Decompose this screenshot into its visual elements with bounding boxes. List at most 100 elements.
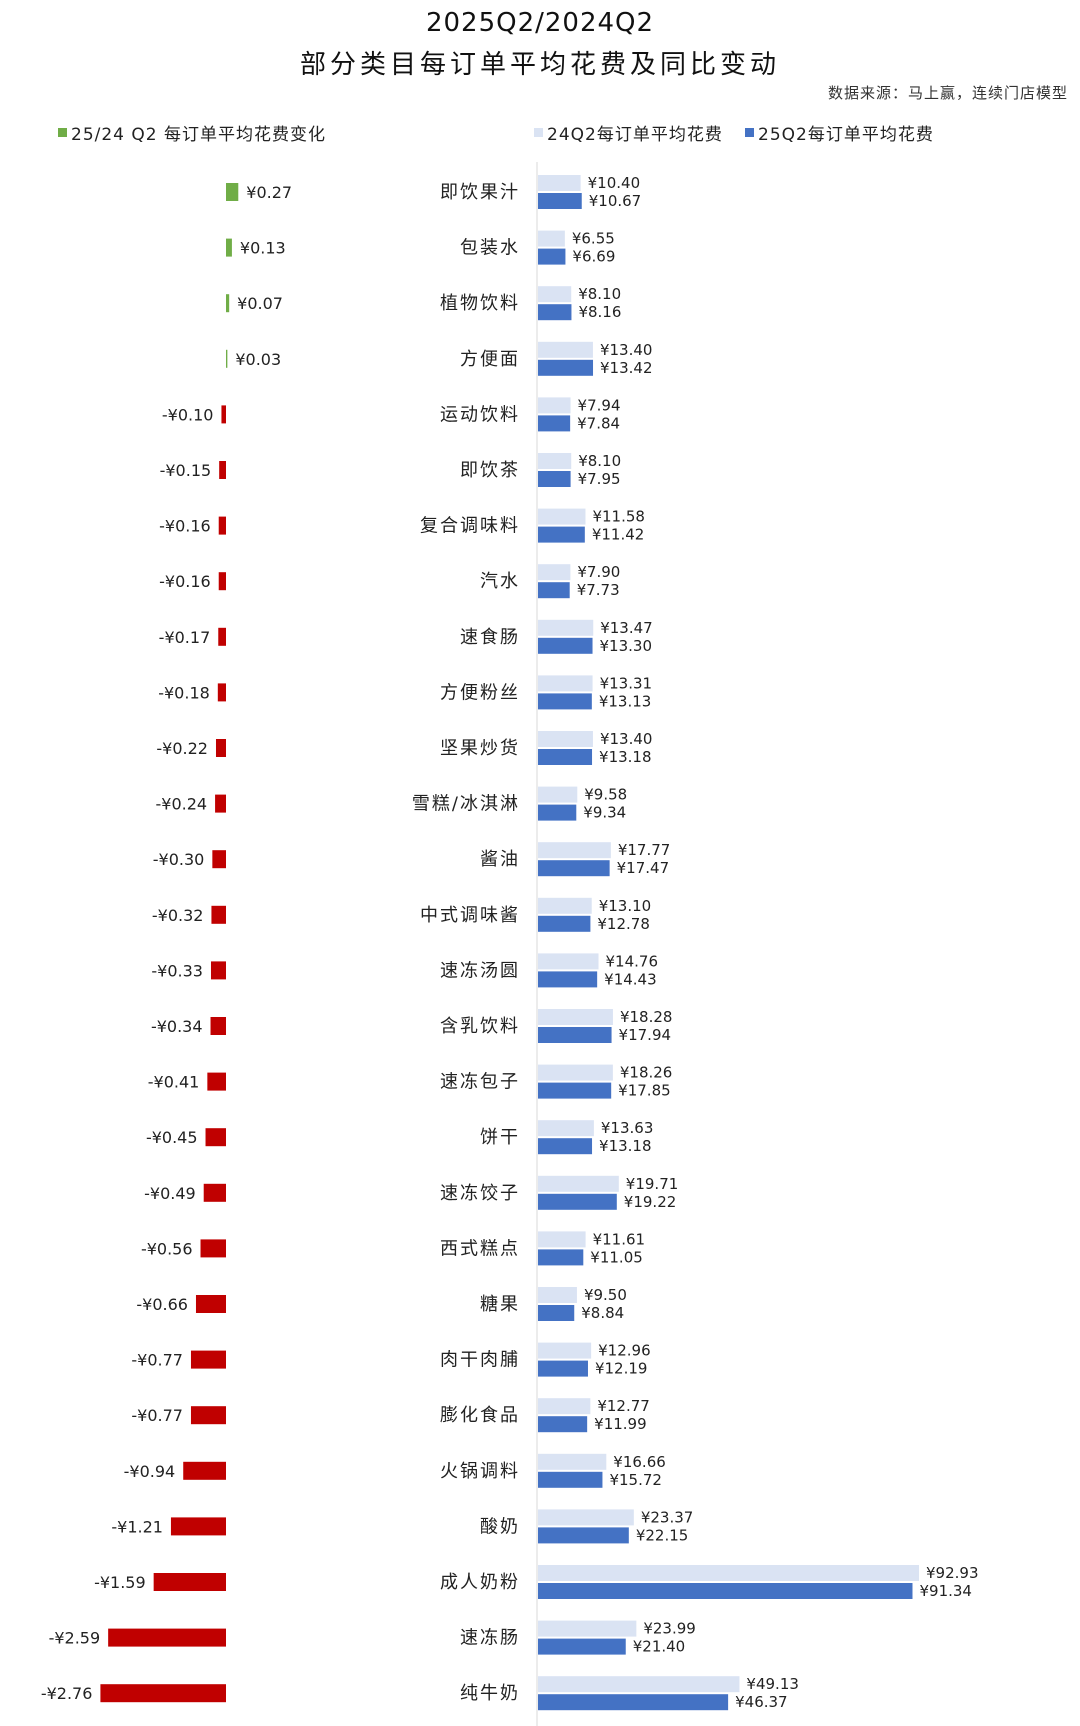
category-label: 火锅调料 bbox=[440, 1461, 520, 1482]
category-label: 膨化食品 bbox=[440, 1405, 520, 1426]
prev-spend-label: ¥13.31 bbox=[600, 674, 653, 692]
prev-spend-bar bbox=[538, 1509, 634, 1526]
curr-spend-bar bbox=[538, 1638, 626, 1655]
change-bar bbox=[226, 349, 228, 368]
change-bar bbox=[108, 1628, 226, 1647]
data-source-note: 数据来源：马上赢，连续门店模型 bbox=[827, 84, 1068, 102]
curr-spend-label: ¥7.84 bbox=[577, 414, 620, 432]
category-label: 坚果炒货 bbox=[440, 738, 520, 759]
prev-spend-bar bbox=[538, 564, 571, 581]
curr-spend-bar bbox=[538, 193, 582, 209]
change-bar bbox=[217, 683, 226, 702]
prev-spend-label: ¥13.63 bbox=[601, 1119, 654, 1137]
prev-spend-bar bbox=[538, 675, 593, 692]
curr-spend-bar bbox=[538, 526, 585, 543]
curr-spend-label: ¥10.67 bbox=[589, 192, 642, 210]
curr-spend-label: ¥6.69 bbox=[572, 248, 615, 266]
curr-spend-bar bbox=[538, 693, 592, 710]
prev-spend-bar bbox=[538, 286, 572, 303]
prev-spend-label: ¥7.94 bbox=[578, 396, 621, 414]
prev-spend-label: ¥23.99 bbox=[643, 1620, 696, 1638]
curr-spend-bar bbox=[538, 749, 593, 765]
prev-spend-label: ¥16.66 bbox=[613, 1453, 666, 1471]
prev-spend-bar bbox=[538, 1064, 613, 1081]
curr-spend-label: ¥12.78 bbox=[597, 915, 650, 933]
legend-label-change: 25/24 Q2 每订单平均花费变化 bbox=[71, 125, 326, 145]
prev-spend-bar bbox=[538, 1342, 592, 1359]
curr-spend-label: ¥13.18 bbox=[599, 748, 652, 766]
change-bar bbox=[183, 1461, 226, 1480]
category-label: 速冻汤圆 bbox=[440, 960, 520, 981]
category-label: 含乳饮料 bbox=[440, 1016, 520, 1037]
change-data-label: -¥0.10 bbox=[162, 405, 214, 424]
prev-spend-bar bbox=[538, 508, 586, 525]
category-label: 酱油 bbox=[480, 849, 520, 870]
prev-spend-bar bbox=[538, 1287, 577, 1303]
prev-spend-label: ¥92.93 bbox=[926, 1564, 979, 1582]
curr-spend-label: ¥22.15 bbox=[636, 1526, 689, 1544]
curr-spend-bar bbox=[538, 1027, 612, 1043]
curr-spend-label: ¥17.85 bbox=[618, 1082, 671, 1100]
category-label: 酸奶 bbox=[480, 1516, 520, 1537]
change-bar bbox=[221, 405, 226, 424]
curr-spend-bar bbox=[538, 1193, 617, 1210]
change-data-label: -¥0.41 bbox=[148, 1073, 200, 1092]
change-data-label: -¥0.22 bbox=[156, 739, 208, 758]
change-bar bbox=[195, 1295, 226, 1313]
curr-spend-label: ¥11.42 bbox=[592, 526, 645, 544]
curr-spend-label: ¥14.43 bbox=[604, 970, 657, 988]
category-label: 速冻肠 bbox=[460, 1628, 520, 1649]
change-data-label: -¥0.34 bbox=[151, 1017, 203, 1036]
change-bar bbox=[215, 794, 226, 813]
curr-spend-bar bbox=[538, 1249, 584, 1266]
prev-spend-label: ¥17.77 bbox=[618, 841, 671, 859]
prev-spend-label: ¥12.77 bbox=[597, 1397, 650, 1415]
change-bar bbox=[219, 461, 226, 479]
prev-spend-bar bbox=[538, 1565, 920, 1581]
category-label: 中式调味酱 bbox=[420, 905, 520, 926]
change-data-label: -¥0.16 bbox=[159, 572, 211, 591]
prev-spend-label: ¥13.40 bbox=[600, 341, 653, 359]
legend-item-change: 25/24 Q2 每订单平均花费变化 bbox=[58, 120, 326, 145]
curr-spend-bar bbox=[538, 359, 594, 376]
curr-spend-label: ¥46.37 bbox=[735, 1693, 788, 1711]
change-bar bbox=[210, 961, 226, 980]
curr-spend-bar bbox=[538, 1138, 593, 1155]
change-bar bbox=[211, 905, 226, 924]
change-data-label: -¥0.24 bbox=[156, 795, 208, 814]
change-data-label: ¥0.27 bbox=[246, 183, 292, 202]
change-data-label: -¥0.30 bbox=[153, 850, 205, 869]
curr-spend-label: ¥91.34 bbox=[919, 1582, 972, 1600]
prev-spend-label: ¥18.28 bbox=[620, 1008, 673, 1026]
legend-swatch-curr bbox=[745, 128, 754, 137]
curr-spend-label: ¥21.40 bbox=[633, 1638, 686, 1656]
curr-spend-bar bbox=[538, 415, 571, 432]
change-data-label: ¥0.07 bbox=[237, 294, 283, 313]
curr-spend-bar bbox=[538, 1305, 575, 1321]
change-bar bbox=[205, 1128, 226, 1147]
curr-spend-label: ¥8.16 bbox=[578, 303, 621, 321]
curr-spend-label: ¥9.34 bbox=[583, 804, 626, 822]
curr-spend-label: ¥13.30 bbox=[600, 637, 653, 655]
prev-spend-bar bbox=[538, 953, 599, 970]
category-label: 饼干 bbox=[480, 1127, 520, 1148]
change-data-label: -¥0.56 bbox=[141, 1239, 193, 1258]
prev-spend-bar bbox=[538, 1009, 613, 1025]
chart-title-line1: 2025Q2/2024Q2 bbox=[425, 8, 655, 38]
change-bar bbox=[215, 739, 226, 757]
legend-item-prev: 24Q2每订单平均花费 bbox=[534, 120, 723, 145]
prev-spend-label: ¥8.10 bbox=[578, 285, 621, 303]
prev-spend-label: ¥14.76 bbox=[606, 952, 659, 970]
change-data-label: -¥0.17 bbox=[159, 628, 211, 647]
change-data-label: -¥1.59 bbox=[94, 1573, 146, 1592]
curr-spend-label: ¥7.73 bbox=[577, 581, 620, 599]
category-label: 雪糕/冰淇淋 bbox=[412, 794, 520, 815]
category-label: 即饮茶 bbox=[460, 460, 520, 481]
change-bar bbox=[210, 1017, 226, 1035]
prev-spend-label: ¥13.40 bbox=[600, 730, 653, 748]
prev-spend-bar bbox=[538, 1175, 619, 1192]
curr-spend-bar bbox=[538, 1583, 913, 1599]
curr-spend-bar bbox=[538, 1360, 588, 1377]
prev-spend-label: ¥11.58 bbox=[592, 508, 645, 526]
